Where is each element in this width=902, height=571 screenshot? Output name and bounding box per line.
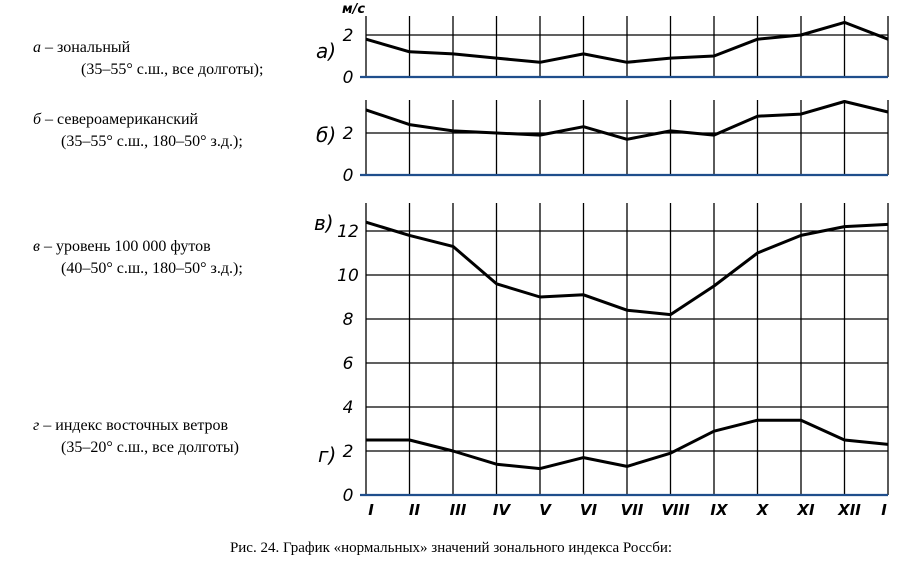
panel-label: г) xyxy=(318,443,336,467)
y-tick-label: 2 xyxy=(343,26,354,46)
legend-item-a: а – зональный (35–55° с.ш., все долготы)… xyxy=(33,37,263,81)
y-tick-label: 0 xyxy=(343,486,354,506)
x-tick-label: III xyxy=(450,501,467,519)
x-tick-label: IV xyxy=(493,501,512,519)
x-tick-label: VIII xyxy=(661,501,690,519)
legend-detail: (40–50° с.ш., 180–50° з.д.); xyxy=(61,260,243,277)
x-tick-label: VII xyxy=(621,501,644,519)
x-tick-label: I xyxy=(881,501,887,519)
legend-text: – уровень 100 000 футов xyxy=(39,238,211,255)
y-tick-label: 2 xyxy=(343,124,354,144)
legend-item-g: г – индекс восточных ветров (35–20° с.ш.… xyxy=(33,415,239,459)
y-tick-label: 0 xyxy=(343,68,354,88)
legend-detail: (35–55° с.ш., 180–50° з.д.); xyxy=(61,133,243,150)
y-tick-label: 8 xyxy=(343,310,354,330)
x-tick-label: VI xyxy=(580,501,598,519)
panel-label: б) xyxy=(316,123,336,147)
legend-letter: а xyxy=(33,39,41,56)
legend-detail: (35–20° с.ш., все долготы) xyxy=(61,439,239,456)
legend-letter: б xyxy=(33,111,42,128)
legend-detail: (35–55° с.ш., все долготы); xyxy=(81,61,264,78)
y-tick-label: 6 xyxy=(343,354,354,374)
figure-caption: Рис. 24. График «нормальных» значений зо… xyxy=(229,540,673,556)
panel-label: а) xyxy=(316,39,336,63)
legend-letter: в xyxy=(33,238,40,255)
y-tick-label: 4 xyxy=(343,398,354,418)
x-tick-label: X xyxy=(756,501,770,519)
y-tick-label: 0 xyxy=(343,166,354,186)
y-tick-label: 12 xyxy=(337,222,359,242)
series-line xyxy=(365,100,889,141)
series-line xyxy=(366,418,889,471)
series-line xyxy=(365,20,889,64)
x-tick-label: I xyxy=(368,501,374,519)
legend-item-b: б – североамериканский (35–55° с.ш., 180… xyxy=(33,109,243,153)
x-tick-label: IX xyxy=(710,501,729,519)
panel-label: в) xyxy=(314,211,334,235)
unit-label: м/с xyxy=(342,2,365,17)
x-tick-label: XII xyxy=(837,501,861,519)
legend-text: – североамериканский xyxy=(41,111,199,128)
y-tick-label: 2 xyxy=(343,442,354,462)
x-tick-label: XI xyxy=(796,501,815,519)
legend-letter: г xyxy=(33,417,40,434)
series-line xyxy=(365,220,889,317)
legend-text: – индекс восточных ветров xyxy=(39,417,229,434)
x-tick-label: II xyxy=(409,501,421,519)
legend-text: – зональный xyxy=(41,39,131,56)
y-tick-label: 10 xyxy=(337,266,359,286)
legend-item-v: в – уровень 100 000 футов (40–50° с.ш., … xyxy=(33,236,243,280)
x-tick-label: V xyxy=(539,501,552,519)
